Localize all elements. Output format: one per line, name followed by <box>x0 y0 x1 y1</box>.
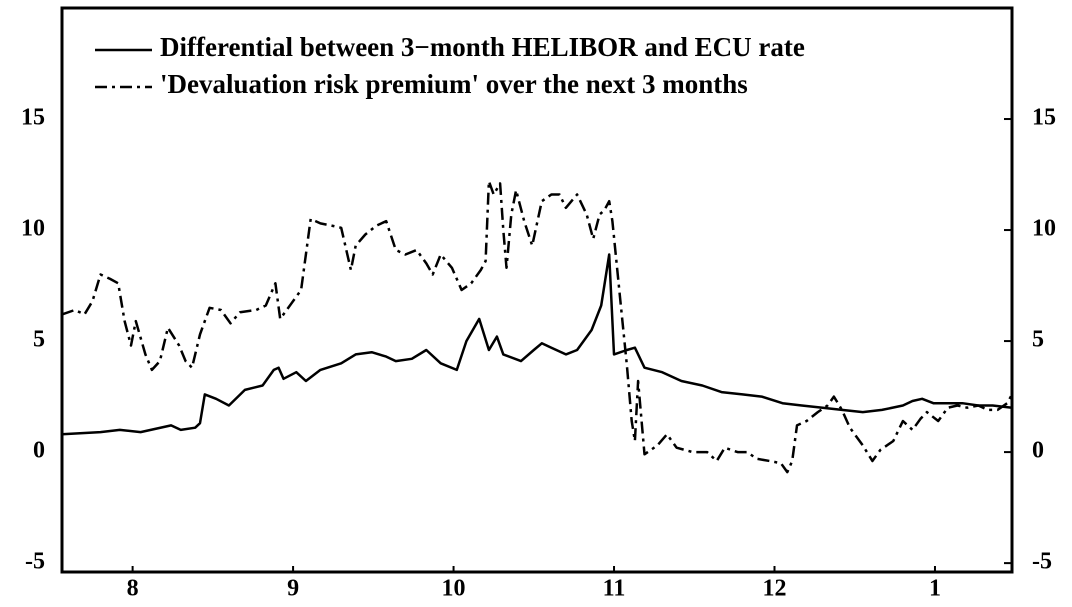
y-tick-label: 15 <box>21 105 45 131</box>
y2-tick-label: 5 <box>1032 327 1044 353</box>
legend-label: Differential between 3−month HELIBOR and… <box>160 32 805 62</box>
y2-tick-label: 10 <box>1032 216 1056 242</box>
y-tick-label: 5 <box>33 327 45 353</box>
x-tick-label: 1 <box>929 576 941 602</box>
legend-label: 'Devaluation risk premium' over the next… <box>160 69 748 99</box>
plot-frame <box>60 6 1014 574</box>
y2-tick-label: 0 <box>1032 438 1044 464</box>
y2-tick-label: -5 <box>1032 549 1052 575</box>
x-tick-label: 8 <box>127 576 139 602</box>
x-tick-label: 12 <box>763 576 787 602</box>
x-tick-label: 9 <box>287 576 299 602</box>
x-tick-label: 11 <box>603 576 626 602</box>
series-line <box>61 253 1013 436</box>
y-tick-label: 0 <box>33 438 45 464</box>
series-line <box>61 179 1014 474</box>
x-tick-label: 10 <box>442 576 466 602</box>
y-tick-label: 10 <box>21 216 45 242</box>
y-tick-label: -5 <box>25 549 45 575</box>
y2-tick-label: 15 <box>1032 105 1056 131</box>
